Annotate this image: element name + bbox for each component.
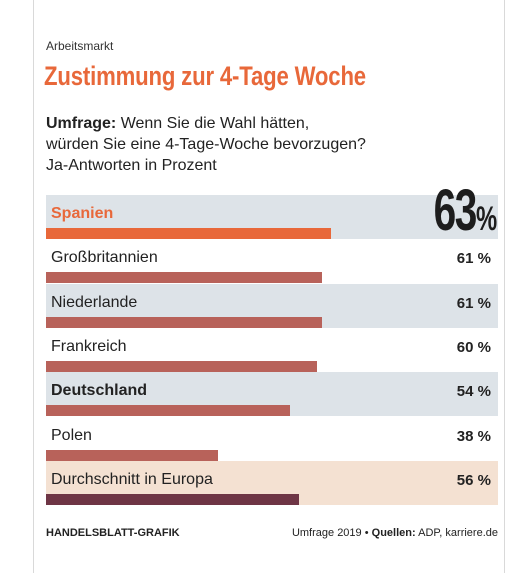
value-label: 56 % (456, 471, 491, 489)
bar-row: Deutschland 54 % (46, 372, 498, 417)
footer-credit: HANDELSBLATT-GRAFIK (46, 527, 180, 539)
bar (46, 493, 300, 505)
bar (46, 228, 331, 239)
category-label: Großbritannien (51, 249, 158, 267)
category-label: Spanien (51, 205, 114, 222)
bar (46, 272, 322, 284)
value-label: 38 % (456, 427, 491, 445)
footer-sources-label: Quellen: (371, 527, 416, 539)
footer-survey: Umfrage 2019 (291, 527, 362, 539)
value-label: 61 % (456, 250, 491, 268)
category-label: Polen (51, 426, 92, 444)
question-text-1: Wenn Sie die Wahl hätten, (120, 115, 310, 132)
footer-sources: ADP, karriere.de (418, 527, 498, 539)
bar-row: Durchschnitt in Europa 56 % (46, 460, 498, 505)
bar-row: Spanien 63% (46, 178, 498, 243)
question-text-3: Ja-Antworten in Prozent (46, 157, 217, 174)
bar (46, 316, 322, 328)
footer-source: Umfrage 2019 • Quellen: ADP, karriere.de (291, 527, 498, 539)
bar (46, 449, 218, 461)
category-label: Durchschnitt in Europa (51, 470, 213, 488)
bar (46, 360, 318, 372)
value-label: 60 % (456, 338, 491, 356)
chart-title: Zustimmung zur 4-Tage Woche (44, 61, 366, 91)
graphic-frame (33, 0, 505, 573)
bar (46, 405, 291, 417)
highlight-value: 63% (433, 177, 498, 244)
question-text-2: würden Sie eine 4-Tage-Woche bevorzugen? (46, 136, 366, 153)
category-label: Frankreich (51, 337, 127, 355)
category-label: Niederlande (51, 293, 138, 311)
question-prefix: Umfrage: (46, 115, 117, 132)
bar-row: Polen 38 % (46, 417, 498, 461)
bar-row: Niederlande 61 % (46, 283, 498, 328)
highlight-unit: % (476, 200, 497, 238)
category-label: Deutschland (51, 382, 148, 400)
question-line-1: Umfrage: Wenn Sie die Wahl hätten, (46, 115, 309, 133)
value-label: 54 % (456, 383, 491, 401)
bar-row: Großbritannien 61 % (46, 239, 498, 284)
bar-row: Frankreich 60 % (46, 328, 498, 372)
value-label: 61 % (456, 294, 491, 312)
highlight-number: 63 (433, 178, 478, 243)
kicker: Arbeitsmarkt (46, 39, 114, 53)
